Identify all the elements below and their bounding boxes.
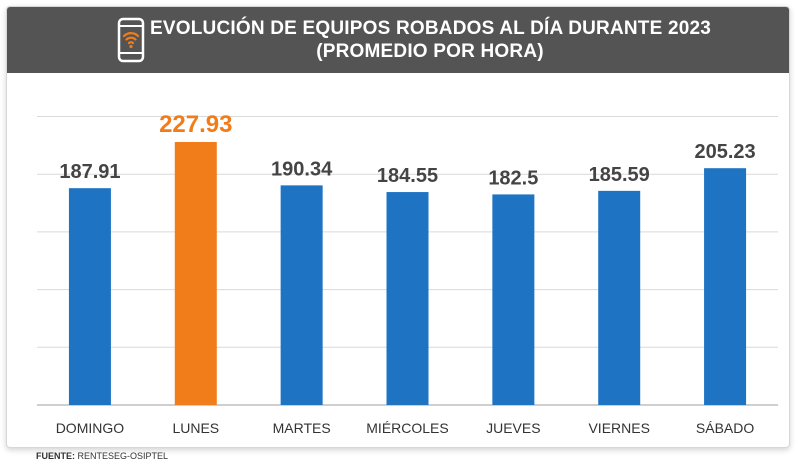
- bar-value-label: 205.23: [694, 141, 755, 163]
- bar: [598, 191, 640, 405]
- bar-value-label: 190.34: [271, 158, 333, 180]
- bar: [492, 194, 534, 405]
- bar: [281, 185, 323, 405]
- bar: [175, 142, 217, 405]
- source-text: RENTESEG-OSIPTEL: [78, 451, 169, 461]
- bar: [69, 188, 111, 405]
- bar-value-label: 187.91: [59, 161, 120, 183]
- bar: [387, 192, 429, 405]
- bar-value-label: 182.5: [488, 167, 538, 189]
- category-label: VIERNES: [588, 420, 649, 436]
- category-label: JUEVES: [486, 420, 540, 436]
- bar-value-label: 184.55: [377, 165, 438, 187]
- category-label: LUNES: [172, 420, 219, 436]
- category-label: DOMINGO: [56, 420, 125, 436]
- source-label: FUENTE:: [36, 451, 75, 461]
- bar-value-label: 227.93: [159, 111, 232, 138]
- bar: [704, 168, 746, 405]
- source-note: FUENTE: RENTESEG-OSIPTEL: [36, 451, 168, 461]
- category-label: MIÉRCOLES: [366, 420, 448, 436]
- bar-value-label: 185.59: [589, 164, 650, 186]
- category-label: MARTES: [273, 420, 331, 436]
- category-label: SÁBADO: [696, 420, 754, 436]
